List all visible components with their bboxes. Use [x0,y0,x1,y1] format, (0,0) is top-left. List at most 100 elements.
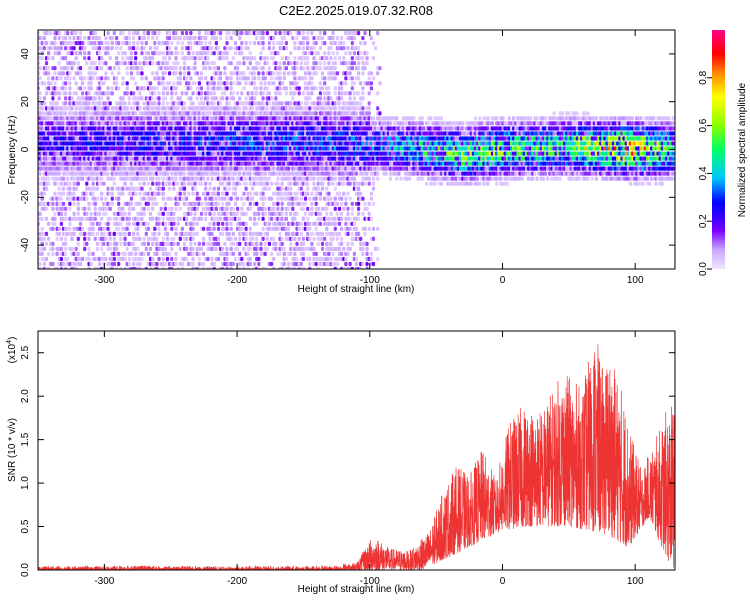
heatmap-cell [168,252,171,256]
heatmap-cell [279,66,282,70]
heatmap-cell [351,202,354,206]
heatmap-cell [332,31,335,35]
heatmap-cell [56,86,59,90]
heatmap-cell [208,41,211,45]
heatmap-cell [281,212,284,216]
heatmap-cell [279,86,282,90]
heatmap-cell [68,36,71,40]
heatmap-cell [170,41,173,45]
heatmap-cell [240,91,243,95]
heatmap-cell [346,207,349,211]
heatmap-cell [310,81,313,85]
heatmap-cell [340,227,343,231]
heatmap-cell [230,61,233,65]
heatmap-cell [298,46,301,50]
heatmap-cell [204,197,207,201]
heatmap-cell [187,51,190,55]
heatmap-cell [94,71,97,75]
heatmap-cell [62,202,65,206]
heatmap-cell [272,257,275,261]
heatmap-cell [325,212,328,216]
heatmap-cell [68,91,71,95]
heatmap-cell [168,182,171,186]
heatmap-cell [332,237,335,241]
heatmap-cell [310,212,313,216]
heatmap-cell [136,101,139,105]
heatmap-cell [223,242,226,246]
heatmap-cell [183,61,186,65]
heatmap-cell [81,81,84,85]
heatmap-cell [151,177,154,181]
heatmap-cell [255,252,258,256]
heatmap-cell [289,31,292,35]
heatmap-cell [170,51,173,55]
heatmap-cell [177,222,180,226]
heatmap-cell [340,197,343,201]
heatmap-cell [327,91,330,95]
heatmap-cell [39,262,42,266]
heatmap-cell [185,247,188,251]
heatmap-cell [325,207,328,211]
heatmap-cell [255,222,258,226]
heatmap-cell [302,66,305,70]
heatmap-cell [312,46,315,50]
heatmap-cell [355,227,358,231]
heatmap-cell [39,96,42,100]
heatmap-cell [196,71,199,75]
heatmap-cell [107,96,110,100]
heatmap-cell [147,207,150,211]
heatmap-cell [151,71,154,75]
heatmap-cell [58,61,61,65]
heatmap-cell [323,51,326,55]
heatmap-cell [143,237,146,241]
heatmap-cell [338,222,341,226]
heatmap-cell [204,36,207,40]
heatmap-cell [302,237,305,241]
heatmap-cell [136,41,139,45]
heatmap-cell [281,81,284,85]
heatmap-cell [39,212,42,216]
heatmap-cell [281,187,284,191]
heatmap-cell [300,187,303,191]
heatmap-cell [340,212,343,216]
heatmap-cell [259,232,262,236]
heatmap-cell [136,46,139,50]
heatmap-cell [145,76,148,80]
heatmap-cell [276,207,279,211]
heatmap-cell [66,66,69,70]
heatmap-cell [60,46,63,50]
heatmap-cell [157,91,160,95]
heatmap-cell [293,76,296,80]
heatmap-cell [266,106,269,110]
heatmap-cell [202,227,205,231]
heatmap-cell [221,232,224,236]
heatmap-cell [268,187,271,191]
heatmap-cell [300,61,303,65]
heatmap-cell [70,96,73,100]
heatmap-cell [58,172,61,176]
heatmap-cell [47,182,50,186]
heatmap-cell [291,207,294,211]
heatmap-cell [128,217,131,221]
heatmap-cell [143,36,146,40]
heatmap-cell [274,31,277,35]
heatmap-cell [124,61,127,65]
heatmap-cell [81,177,84,181]
heatmap-cell [262,41,265,45]
heatmap-cell [157,222,160,226]
heatmap-cell [327,252,330,256]
heatmap-cell [64,242,67,246]
heatmap-cell [183,71,186,75]
heatmap-cell [160,66,163,70]
heatmap-cell [111,36,114,40]
heatmap-cell [270,197,273,201]
heatmap-cell [266,86,269,90]
heatmap-cell [351,232,354,236]
heatmap-cell [126,81,129,85]
heatmap-cell [94,96,97,100]
heatmap-cell [172,212,175,216]
heatmap-cell [109,237,112,241]
heatmap-cell [153,101,156,105]
heatmap-cell [223,71,226,75]
heatmap-cell [121,192,124,196]
